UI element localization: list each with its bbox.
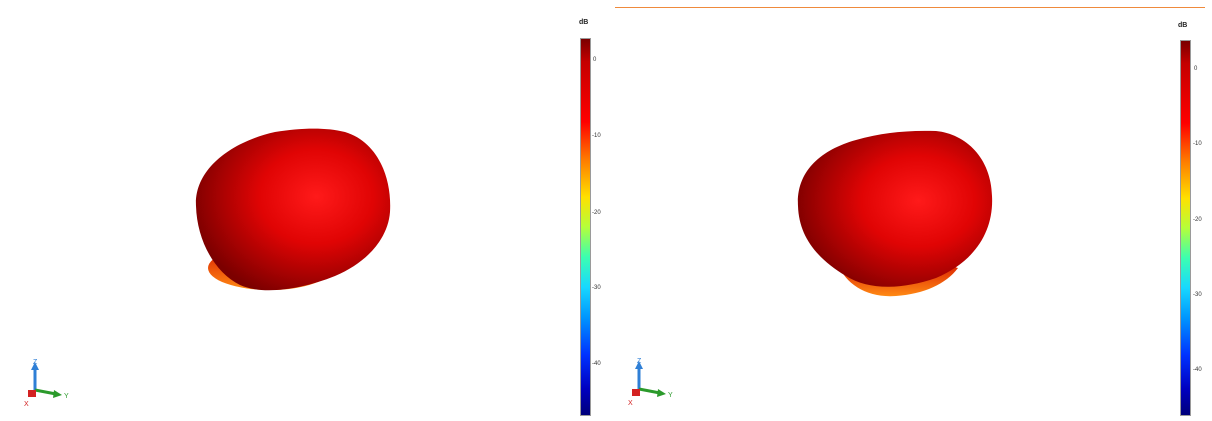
axis-triad-right: Z Y X	[628, 358, 673, 407]
axis-z-label: Z	[637, 358, 642, 365]
radiation-pattern-3d-right	[797, 130, 993, 287]
colorbar-tick-right: 0	[1194, 66, 1198, 72]
axis-z-label: Z	[33, 359, 38, 366]
colorbar-unit-right: dB	[1178, 22, 1188, 29]
colorbar-tick-left: -10	[592, 133, 601, 139]
colorbar-tick-right: -40	[1193, 367, 1202, 373]
colorbar-left	[580, 38, 591, 416]
colorbar-tick-right: -20	[1193, 217, 1202, 223]
panel-divider	[615, 7, 1205, 8]
colorbar-right	[1180, 40, 1191, 416]
colorbar-tick-left: -40	[592, 361, 601, 367]
axis-x-label: X	[24, 401, 29, 408]
axis-x-label: X	[628, 400, 633, 407]
radiation-pattern-view-left[interactable]: Z Y X dB 0 -10 -20 -30 -40	[0, 0, 606, 421]
colorbar-tick-left: 0	[593, 57, 597, 63]
axis-triad-left: Z Y X	[24, 359, 69, 408]
pattern-canvas-right[interactable]: Z Y X	[606, 0, 1212, 421]
pattern-canvas-left[interactable]: Z Y X	[0, 0, 606, 421]
radiation-pattern-3d-left	[195, 128, 391, 291]
axis-y-label: Y	[64, 393, 69, 400]
radiation-pattern-view-right[interactable]: Z Y X dB 0 -10 -20 -30 -40	[606, 0, 1212, 421]
axis-y-label: Y	[668, 392, 673, 399]
colorbar-unit-left: dB	[579, 19, 589, 26]
colorbar-tick-left: -20	[592, 210, 601, 216]
colorbar-tick-left: -30	[592, 285, 601, 291]
colorbar-tick-right: -10	[1193, 141, 1202, 147]
colorbar-tick-right: -30	[1193, 292, 1202, 298]
